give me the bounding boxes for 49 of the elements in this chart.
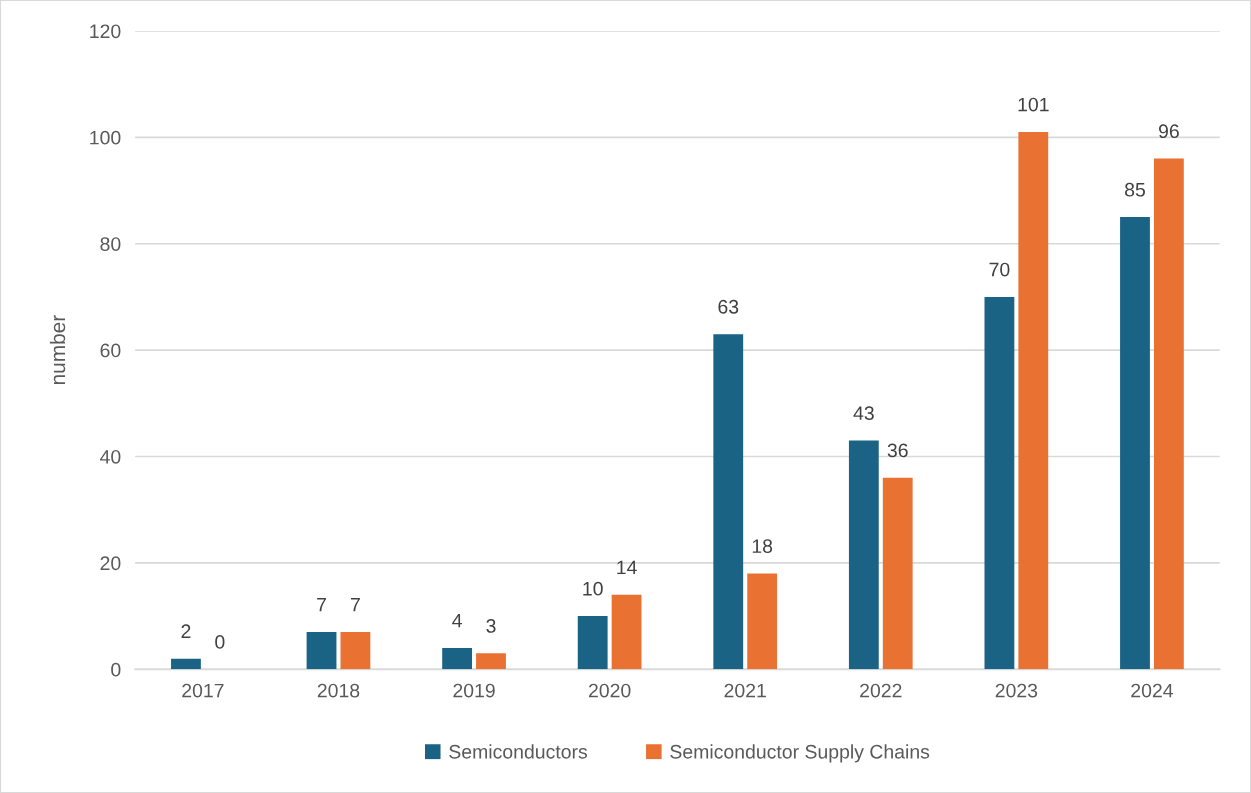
- data-label: 101: [1018, 97, 1049, 112]
- bar: [476, 653, 506, 670]
- bar: [442, 648, 473, 670]
- bar: [1120, 217, 1150, 670]
- data-label: 7: [317, 597, 326, 612]
- data-label: 7: [351, 597, 360, 612]
- bar: [713, 334, 744, 670]
- x-tick-label: 2023: [995, 683, 1038, 698]
- x-tick-label: 2017: [182, 683, 224, 698]
- bar: [577, 616, 608, 670]
- x-tick-label: 2021: [724, 683, 766, 698]
- x-tick-label: 2020: [588, 683, 631, 698]
- data-label: 85: [1125, 182, 1145, 197]
- y-tick-label: 80: [100, 237, 121, 251]
- data-label: 18: [752, 539, 773, 554]
- data-label: 0: [215, 635, 225, 649]
- x-tick-label: 2019: [453, 683, 495, 698]
- bar: [882, 477, 913, 670]
- legend-label: Semiconductor Supply Chains: [670, 744, 930, 763]
- data-label: 96: [1158, 124, 1179, 139]
- data-label: 63: [718, 299, 739, 314]
- bar: [747, 573, 778, 670]
- y-tick-label: 120: [90, 24, 121, 39]
- x-tick-label: 2022: [860, 683, 902, 698]
- bar: [1018, 132, 1049, 670]
- legend-label: Semiconductors: [449, 744, 588, 759]
- data-label: 2: [181, 624, 191, 638]
- x-tick-label: 2024: [1131, 683, 1173, 698]
- y-tick-label: 20: [100, 556, 121, 571]
- bar: [611, 594, 642, 670]
- y-tick-label: 100: [90, 130, 121, 145]
- bar: [340, 632, 371, 670]
- data-label: 36: [887, 443, 908, 458]
- data-label: 43: [853, 406, 874, 421]
- data-label: 10: [583, 581, 603, 596]
- y-tick-label: 40: [100, 449, 121, 464]
- y-tick-label: 0: [111, 662, 121, 677]
- bar: [171, 658, 201, 670]
- bar: [984, 296, 1015, 670]
- data-label: 4: [452, 613, 462, 628]
- y-tick-label: 60: [100, 343, 121, 358]
- data-label: 70: [989, 262, 1010, 277]
- bar: [306, 632, 337, 670]
- bar: [848, 440, 879, 670]
- y-axis-title: number: [49, 315, 66, 385]
- x-tick-label: 2018: [317, 683, 360, 698]
- bar: [1153, 158, 1184, 670]
- data-label: 14: [617, 560, 637, 575]
- data-label: 3: [486, 619, 496, 633]
